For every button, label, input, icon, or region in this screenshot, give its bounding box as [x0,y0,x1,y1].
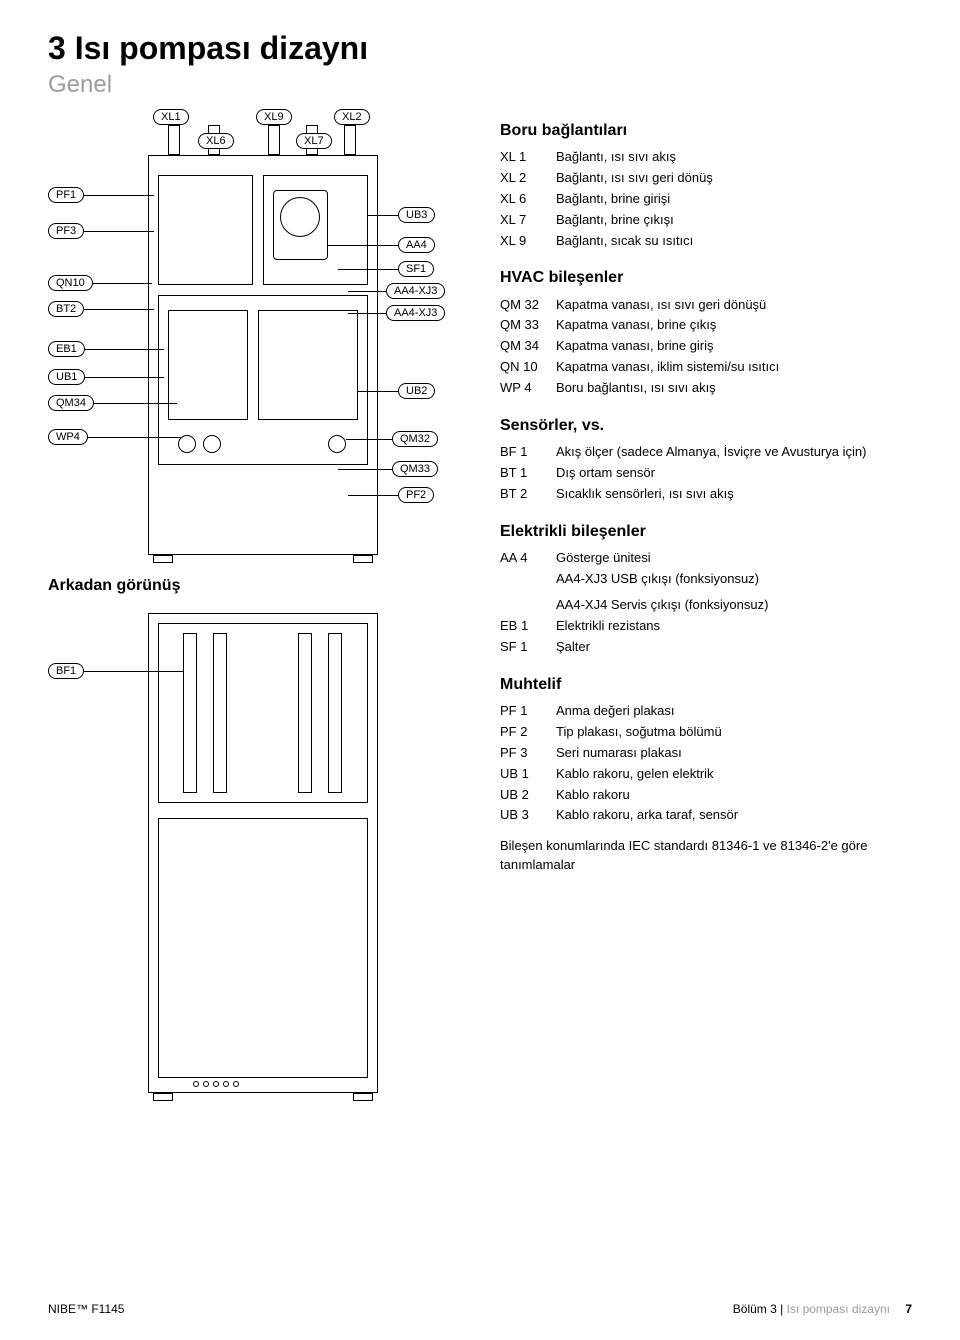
callout-eb1: EB1 [48,341,85,357]
v: Boru bağlantısı, ısı sıvı akış [556,379,912,398]
callout-qm34: QM34 [48,395,94,411]
k: UB 3 [500,806,556,825]
k: BF 1 [500,443,556,462]
k: AA 4 [500,549,556,568]
k: WP 4 [500,379,556,398]
k: UB 2 [500,786,556,805]
v: Kablo rakoru, arka taraf, sensör [556,806,912,825]
v: Kapatma vanası, brine çıkış [556,316,912,335]
left-column: XL1 XL6 XL9 XL7 XL2 PF1 PF3 QN10 BT2 EB1… [48,115,468,1103]
k: PF 2 [500,723,556,742]
footer-right-prefix: Bölüm 3 | [733,1302,783,1316]
v: Sıcaklık sensörleri, ısı sıvı akış [556,485,912,504]
v: Kablo rakoru [556,786,912,805]
v: Seri numarası plakası [556,744,912,763]
callout-ub3: UB3 [398,207,435,223]
callout-xl7: XL7 [296,133,332,149]
callout-bf1: BF1 [48,663,84,679]
k: QM 34 [500,337,556,356]
v: Elektrikli rezistans [556,617,912,636]
v: Dış ortam sensör [556,464,912,483]
callout-xl9: XL9 [256,109,292,125]
callout-sf1: SF1 [398,261,434,277]
k: XL 7 [500,211,556,230]
callout-pf3: PF3 [48,223,84,239]
footer-left: NIBE™ F1145 [48,1302,124,1316]
v: Kablo rakoru, gelen elektrik [556,765,912,784]
callout-pf2: PF2 [398,487,434,503]
callout-wp4: WP4 [48,429,88,445]
v: Anma değeri plakası [556,702,912,721]
k: UB 1 [500,765,556,784]
callout-xl1: XL1 [153,109,189,125]
v: Gösterge ünitesi [556,549,912,568]
heading-elek: Elektrikli bileşenler [500,520,912,543]
v: Bağlantı, ısı sıvı akış [556,148,912,167]
callout-aa4xj3a: AA4-XJ3 [386,283,445,299]
v: Tip plakası, soğutma bölümü [556,723,912,742]
k: QN 10 [500,358,556,377]
closing-paragraph: Bileşen konumlarında IEC standardı 81346… [500,837,912,875]
heading-boru: Boru bağlantıları [500,119,912,142]
heading-muh: Muhtelif [500,673,912,696]
v: Akış ölçer (sadece Almanya, İsviçre ve A… [556,443,912,462]
v: Kapatma vanası, iklim sistemi/su ısıtıcı [556,358,912,377]
k: QM 33 [500,316,556,335]
k: BT 2 [500,485,556,504]
k: QM 32 [500,296,556,315]
callout-aa4xj3b: AA4-XJ3 [386,305,445,321]
heading-sensor: Sensörler, vs. [500,414,912,437]
v: Bağlantı, sıcak su ısıtıcı [556,232,912,251]
k: EB 1 [500,617,556,636]
right-column: Boru bağlantıları XL 1Bağlantı, ısı sıvı… [500,115,912,1103]
heading-hvac: HVAC bileşenler [500,266,912,289]
callout-qm33: QM33 [392,461,438,477]
footer-right-grey: Isı pompası dizaynı [783,1302,890,1316]
k: XL 9 [500,232,556,251]
callout-xl6: XL6 [198,133,234,149]
k: XL 1 [500,148,556,167]
callout-xl2: XL2 [334,109,370,125]
callout-qm32: QM32 [392,431,438,447]
page-number: 7 [905,1302,912,1316]
k: PF 3 [500,744,556,763]
k: BT 1 [500,464,556,483]
callout-qn10: QN10 [48,275,93,291]
footer-right: Bölüm 3 | Isı pompası dizaynı 7 [733,1302,912,1316]
k: XL 6 [500,190,556,209]
sub-line: AA4-XJ3 USB çıkışı (fonksiyonsuz) [556,570,912,589]
callout-pf1: PF1 [48,187,84,203]
rear-diagram: BF1 [48,603,468,1103]
v: Kapatma vanası, ısı sıvı geri dönüşü [556,296,912,315]
callout-ub1: UB1 [48,369,85,385]
v: Kapatma vanası, brine giriş [556,337,912,356]
callout-aa4: AA4 [398,237,435,253]
k: SF 1 [500,638,556,657]
v: Şalter [556,638,912,657]
callout-bt2: BT2 [48,301,84,317]
chapter-title: 3 Isı pompası dizaynı [48,30,912,67]
sub-line: AA4-XJ4 Servis çıkışı (fonksiyonsuz) [556,596,912,615]
v: Bağlantı, brine girişi [556,190,912,209]
v: Bağlantı, brine çıkışı [556,211,912,230]
rear-view-label: Arkadan görünüş [48,577,468,595]
k: XL 2 [500,169,556,188]
section-subtitle: Genel [48,71,912,99]
chapter-text: Isı pompası dizaynı [75,30,368,66]
callout-ub2: UB2 [398,383,435,399]
v: Bağlantı, ısı sıvı geri dönüş [556,169,912,188]
chapter-num: 3 [48,30,66,66]
k: PF 1 [500,702,556,721]
front-diagram: XL1 XL6 XL9 XL7 XL2 PF1 PF3 QN10 BT2 EB1… [48,115,468,565]
page-footer: NIBE™ F1145 Bölüm 3 | Isı pompası dizayn… [48,1302,912,1316]
